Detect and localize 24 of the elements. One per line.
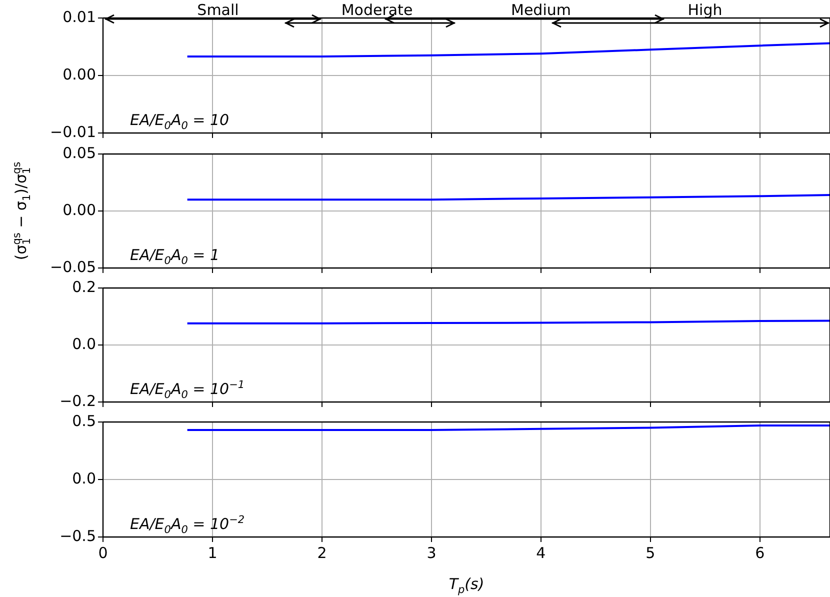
y-tick-label: 0.0 bbox=[72, 469, 96, 488]
y-tick-label: −0.05 bbox=[50, 258, 96, 276]
y-tick-label: −0.5 bbox=[60, 526, 96, 545]
x-tick-label: 5 bbox=[646, 544, 656, 562]
y-tick-label: −0.01 bbox=[50, 122, 96, 141]
annotation: High bbox=[688, 1, 722, 19]
x-tick-label: 0 bbox=[98, 544, 108, 562]
y-tick-label: 0.01 bbox=[62, 8, 96, 26]
y-axis-title: (σ1qs − σ1)/σ1qs bbox=[11, 162, 33, 260]
x-tick-label: 4 bbox=[536, 544, 546, 562]
y-tick-label: 0.5 bbox=[72, 412, 96, 430]
annotation: Small bbox=[197, 1, 239, 19]
y-tick-label: 0.05 bbox=[62, 144, 96, 162]
annotation: Moderate bbox=[341, 1, 413, 19]
y-tick-label: 0.0 bbox=[72, 334, 96, 353]
annotation: Medium bbox=[511, 1, 571, 19]
x-tick-label: 6 bbox=[755, 544, 765, 562]
x-tick-label: 2 bbox=[317, 544, 327, 562]
y-tick-label: 0.00 bbox=[62, 200, 96, 219]
y-tick-label: −0.2 bbox=[60, 392, 96, 410]
x-tick-label: 1 bbox=[208, 544, 218, 562]
y-tick-label: 0.00 bbox=[62, 65, 96, 84]
y-tick-label: 0.2 bbox=[72, 278, 96, 296]
x-tick-label: 3 bbox=[426, 544, 436, 562]
